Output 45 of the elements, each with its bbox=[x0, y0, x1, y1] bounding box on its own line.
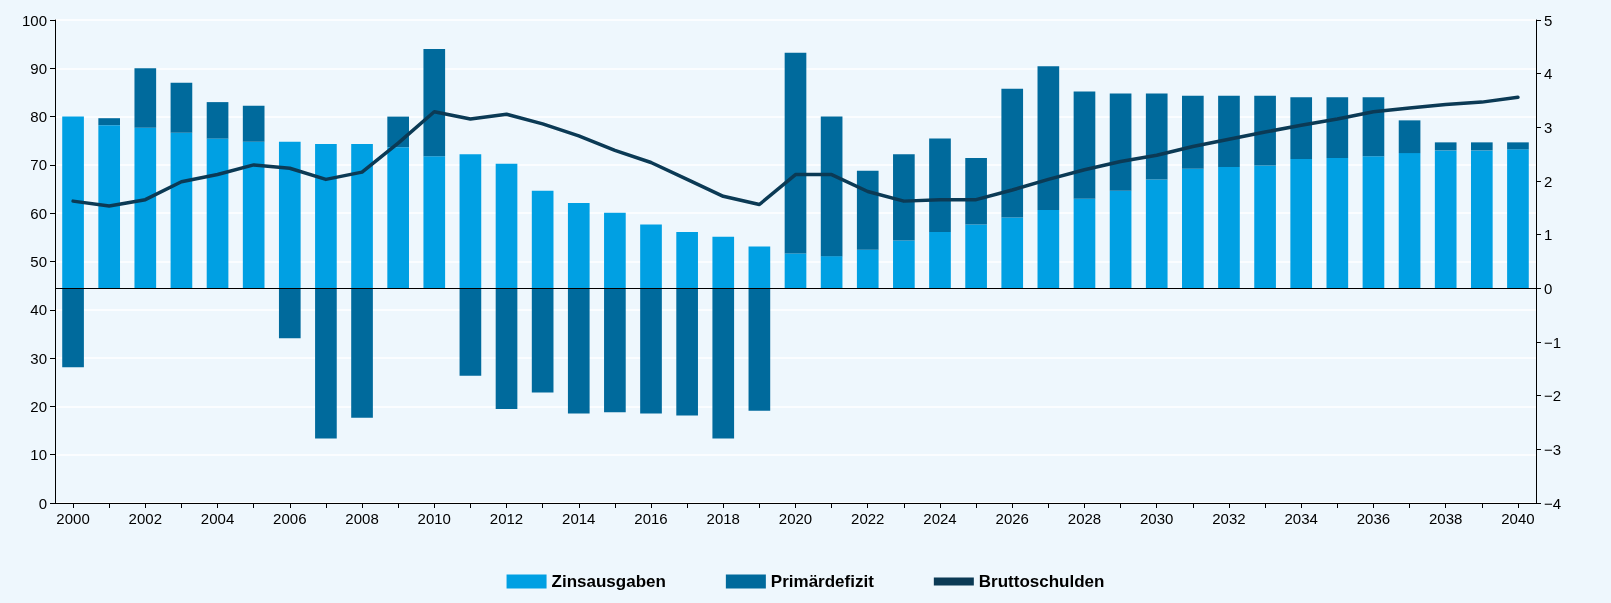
x-tick-label: 2000 bbox=[56, 510, 90, 527]
legend-label: Primärdefizit bbox=[770, 572, 875, 591]
x-tick-label: 2028 bbox=[1067, 510, 1102, 527]
y-tick-label: 0 bbox=[38, 494, 47, 512]
y-tick-label: 90 bbox=[30, 59, 47, 77]
x-tick-label: 2026 bbox=[995, 510, 1029, 527]
y-tick-label: 80 bbox=[30, 108, 47, 126]
x-tick-label: 2036 bbox=[1356, 510, 1391, 527]
y-tick-label: 70 bbox=[30, 156, 47, 174]
x-tick-label: 2020 bbox=[778, 510, 813, 527]
x-tick-label: 2008 bbox=[345, 510, 379, 527]
x-tick-label: 2014 bbox=[562, 510, 596, 527]
y-tick-label: 30 bbox=[30, 349, 47, 367]
x-tick-label: 2018 bbox=[706, 510, 740, 527]
x-tick-label: 2024 bbox=[923, 510, 957, 527]
legend-label: Zinsausgaben bbox=[551, 572, 666, 591]
x-tick-label: 2016 bbox=[634, 510, 668, 527]
y-tick-label: 10 bbox=[30, 446, 47, 464]
y2-tick-label: −2 bbox=[1544, 387, 1562, 405]
x-tick-label: 2032 bbox=[1212, 510, 1246, 527]
y-tick-label: 20 bbox=[30, 397, 47, 415]
y2-tick-label: 3 bbox=[1544, 118, 1553, 136]
x-tick-label: 2038 bbox=[1429, 510, 1463, 527]
y2-tick-label: −1 bbox=[1544, 333, 1562, 351]
y2-tick-label: 4 bbox=[1544, 65, 1553, 83]
x-tick-label: 2034 bbox=[1284, 510, 1318, 527]
y-tick-label: 50 bbox=[30, 253, 47, 270]
x-tick-label: 2004 bbox=[200, 510, 235, 527]
y2-tick-label: 2 bbox=[1544, 172, 1553, 190]
y2-tick-label: 0 bbox=[1544, 279, 1553, 297]
x-tick-label: 2022 bbox=[851, 510, 885, 527]
y-tick-label: 40 bbox=[30, 301, 47, 319]
x-tick-label: 2030 bbox=[1140, 510, 1174, 527]
x-tick-label: 2040 bbox=[1501, 510, 1535, 527]
x-tick-label: 2006 bbox=[273, 510, 307, 527]
x-tick-label: 2010 bbox=[417, 510, 451, 527]
x-tick-label: 2012 bbox=[489, 510, 524, 527]
y2-tick-label: −3 bbox=[1544, 440, 1562, 458]
y2-tick-label: 5 bbox=[1544, 11, 1553, 29]
legend-label: Bruttoschulden bbox=[978, 572, 1105, 591]
y2-tick-label: −4 bbox=[1544, 494, 1562, 512]
y2-tick-label: 1 bbox=[1544, 226, 1553, 244]
y-tick-label: 100 bbox=[21, 11, 47, 29]
x-tick-label: 2002 bbox=[128, 510, 162, 527]
y-tick-label: 60 bbox=[30, 204, 47, 222]
